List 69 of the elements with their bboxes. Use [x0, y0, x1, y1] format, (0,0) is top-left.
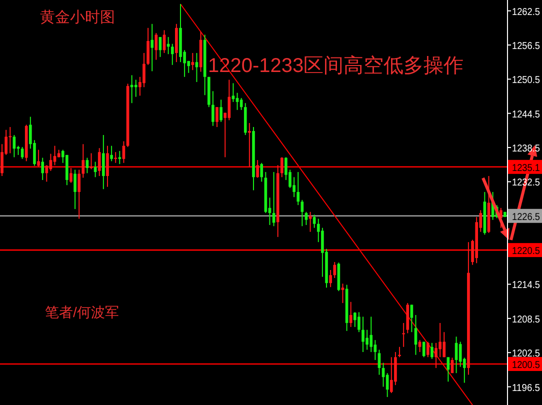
candlestick: [398, 346, 401, 358]
y-tick-label: 1244.5: [512, 109, 542, 120]
candlestick: [349, 301, 352, 328]
candlestick: [70, 168, 72, 184]
candlestick: [146, 27, 150, 66]
candlestick: [296, 172, 300, 206]
candlestick: [341, 283, 344, 304]
candlestick: [260, 162, 264, 182]
y-tick-label: 1250.5: [512, 75, 542, 86]
ref-line-label: 1226.5: [512, 212, 542, 223]
candlestick: [353, 312, 356, 328]
candlestick: [37, 149, 40, 168]
candlestick: [216, 106, 218, 128]
candlestick: [102, 134, 105, 190]
candlestick: [53, 145, 56, 166]
annotation: 笔者/何波军: [45, 304, 119, 320]
candlestick: [220, 99, 222, 122]
candlestick: [256, 160, 259, 178]
candlestick: [442, 332, 446, 358]
ref-line-label: 1235.1: [512, 162, 542, 174]
candlestick: [110, 145, 113, 162]
candlestick: [142, 52, 146, 88]
candlestick: [362, 316, 364, 353]
candlestick: [422, 341, 426, 358]
candlestick: [74, 169, 76, 210]
candlestick: [329, 270, 332, 288]
candlestick: [150, 23, 154, 72]
candlestick: [304, 211, 308, 226]
candlestick: [232, 82, 235, 102]
candlestick: [78, 169, 81, 220]
candlestick: [114, 152, 118, 164]
y-tick-label: 1208.5: [512, 314, 542, 326]
candlestick: [170, 43, 174, 66]
candlestick: [410, 304, 414, 333]
candlestick: [248, 122, 251, 168]
candlestick: [358, 312, 360, 333]
ref-line-label: 1200.5: [512, 360, 542, 371]
candlestick: [438, 322, 442, 358]
candlestick: [312, 214, 316, 228]
y-tick-label: 1214.5: [512, 280, 542, 292]
candlestick: [434, 342, 438, 368]
candlestick: [300, 199, 304, 227]
candlestick: [154, 32, 158, 60]
candlestick: [134, 79, 138, 98]
y-tick-label: 1196.5: [512, 382, 542, 394]
candlestick: [118, 150, 122, 165]
candlestick: [240, 97, 243, 110]
candlestick: [402, 322, 405, 348]
candlestick: [191, 52, 194, 71]
candlestick: [430, 342, 434, 360]
ref-line-label: 1220.5: [512, 246, 542, 258]
candlestick: [390, 356, 393, 394]
candlestick: [280, 156, 284, 178]
candlestick: [98, 148, 101, 177]
y-tick-label: 1256.5: [512, 41, 542, 52]
candlestick: [370, 316, 373, 353]
candlestick: [458, 341, 462, 368]
y-tick-label: 1262.5: [512, 6, 542, 18]
candlestick: [426, 341, 430, 358]
text: 黄金小时图: [40, 9, 115, 26]
candlestick: [228, 79, 231, 121]
candlestick: [8, 126, 12, 154]
candlestick: [82, 144, 85, 178]
candlestick: [106, 145, 109, 188]
candlestick: [333, 262, 336, 278]
candlestick: [366, 329, 368, 350]
candlestick: [41, 157, 44, 180]
y-tick-label: 1202.5: [512, 348, 542, 360]
candlestick: [212, 90, 214, 126]
